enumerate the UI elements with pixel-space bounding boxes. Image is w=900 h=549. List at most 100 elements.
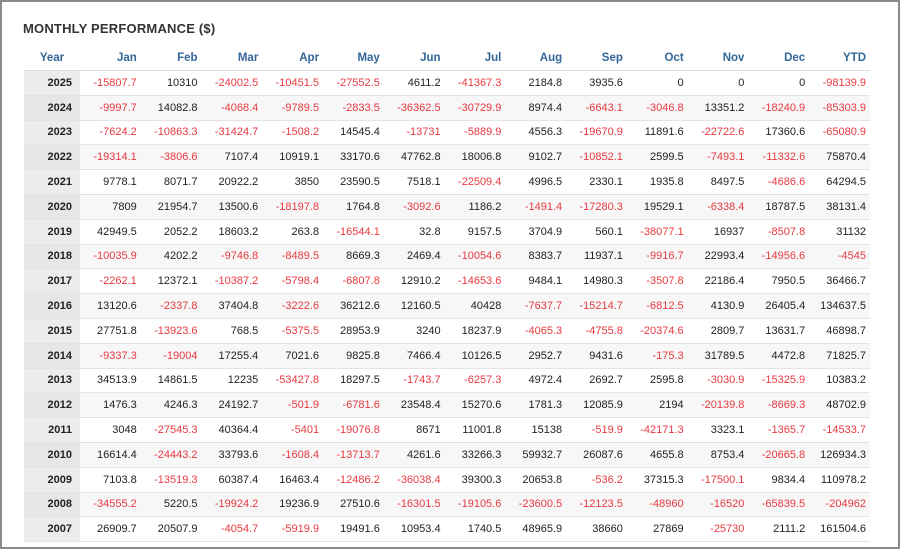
value-cell: 11001.8 xyxy=(444,417,506,443)
value-cell: 16463.4 xyxy=(262,467,324,493)
value-cell: 46898.7 xyxy=(809,318,870,344)
value-cell: -9789.5 xyxy=(262,95,324,121)
value-cell: -15807.7 xyxy=(80,70,141,96)
value-cell: 13500.6 xyxy=(201,194,263,220)
value-cell: 48965.9 xyxy=(505,516,567,543)
value-cell: -6812.5 xyxy=(626,293,688,319)
value-cell: 4130.9 xyxy=(687,293,749,319)
table-row: 2008 -34555.2 5220.5 -19924.2 19236.9 27510.6… xyxy=(24,492,870,518)
year-cell: 2017 xyxy=(24,268,80,295)
value-cell: -4755.8 xyxy=(566,318,627,344)
value-cell: 9778.1 xyxy=(80,169,141,195)
column-header: Oct xyxy=(626,46,688,71)
year-cell: 2008 xyxy=(24,492,80,518)
value-cell: 36212.6 xyxy=(323,293,384,319)
value-cell: -34555.2 xyxy=(80,492,141,518)
value-cell: -16520 xyxy=(687,492,749,518)
value-cell: 4246.3 xyxy=(140,392,202,419)
value-cell: 27869 xyxy=(626,516,688,543)
value-cell: 18237.9 xyxy=(444,318,506,344)
value-cell: 10383.2 xyxy=(809,368,870,394)
value-cell: 10919.1 xyxy=(262,144,324,171)
value-cell: 22993.4 xyxy=(687,244,749,270)
year-cell: 2025 xyxy=(24,70,80,96)
value-cell: 19529.1 xyxy=(626,194,688,220)
value-cell: -2262.1 xyxy=(80,268,141,295)
year-cell: 2015 xyxy=(24,318,80,344)
value-cell: -98139.9 xyxy=(809,70,870,96)
value-cell: -501.9 xyxy=(262,392,324,419)
value-cell: 20653.8 xyxy=(505,467,567,493)
year-cell: 2021 xyxy=(24,169,80,195)
value-cell: 2184.8 xyxy=(505,70,567,96)
value-cell: 263.8 xyxy=(262,219,324,245)
value-cell: 126934.3 xyxy=(809,442,870,468)
year-cell: 2012 xyxy=(24,392,80,419)
value-cell: 9102.7 xyxy=(505,144,567,171)
value-cell: 4972.4 xyxy=(505,368,567,394)
value-cell: 1781.3 xyxy=(505,392,567,419)
value-cell: -10451.5 xyxy=(262,70,324,96)
value-cell: -4686.6 xyxy=(748,169,810,195)
value-cell: 40364.4 xyxy=(201,417,263,443)
value-cell: -1608.4 xyxy=(262,442,324,468)
value-cell: 39300.3 xyxy=(444,467,506,493)
value-cell: -2337.8 xyxy=(140,293,202,319)
value-cell: 7021.6 xyxy=(262,343,324,369)
value-cell: -519.9 xyxy=(566,417,627,443)
value-cell: -24443.2 xyxy=(140,442,202,468)
value-cell: -8507.8 xyxy=(748,219,810,245)
value-cell: -2833.5 xyxy=(323,95,384,121)
value-cell: 2599.5 xyxy=(626,144,688,171)
value-cell: -536.2 xyxy=(566,467,627,493)
value-cell: 31789.5 xyxy=(687,343,749,369)
value-cell: 20922.2 xyxy=(201,169,263,195)
table-row: 2016 13120.6 -2337.8 37404.8 -3222.6 36212.6 1… xyxy=(24,293,870,319)
value-cell: -19105.6 xyxy=(444,492,506,518)
value-cell: 33170.6 xyxy=(323,144,384,171)
value-cell: 8974.4 xyxy=(505,95,567,121)
column-header: Jan xyxy=(80,46,141,71)
table-row: 2022 -19314.1 -3806.6 7107.4 10919.1 33170.6 4… xyxy=(24,144,870,171)
value-cell: -36362.5 xyxy=(383,95,445,121)
value-cell: -17280.3 xyxy=(566,194,627,220)
value-cell: 7809 xyxy=(80,194,141,220)
value-cell: 31132 xyxy=(809,219,870,245)
value-cell: -10852.1 xyxy=(566,144,627,171)
value-cell: 48702.9 xyxy=(809,392,870,419)
value-cell: -12486.2 xyxy=(323,467,384,493)
value-cell: -6807.8 xyxy=(323,268,384,295)
year-cell: 2018 xyxy=(24,244,80,270)
value-cell: -3507.8 xyxy=(626,268,688,295)
table-row: 2012 1476.3 4246.3 24192.7 -501.9 -6781.6 2354… xyxy=(24,392,870,419)
value-cell: -4065.3 xyxy=(505,318,567,344)
value-cell: -1491.4 xyxy=(505,194,567,220)
value-cell: 8071.7 xyxy=(140,169,202,195)
value-cell: 4996.5 xyxy=(505,169,567,195)
table-row: 2018 -10035.9 4202.2 -9746.8 -8489.5 8669.3 24… xyxy=(24,244,870,270)
value-cell: 2952.7 xyxy=(505,343,567,369)
value-cell: 15270.6 xyxy=(444,392,506,419)
table-row: 2020 7809 21954.7 13500.6 -18197.8 1764.8 -309… xyxy=(24,194,870,220)
table-row: 2010 16614.4 -24443.2 33793.6 -1608.4 -13713.… xyxy=(24,442,870,468)
value-cell: 1740.5 xyxy=(444,516,506,543)
value-cell: 2194 xyxy=(626,392,688,419)
value-cell: 34513.9 xyxy=(80,368,141,394)
table-row: 2024 -9997.7 14082.8 -4068.4 -9789.5 -2833.5-… xyxy=(24,95,870,121)
value-cell: 20507.9 xyxy=(140,516,202,543)
year-cell: 2010 xyxy=(24,442,80,468)
value-cell: -16544.1 xyxy=(323,219,384,245)
column-header: Mar xyxy=(201,46,263,71)
year-cell: 2013 xyxy=(24,368,80,394)
value-cell: 75870.4 xyxy=(809,144,870,171)
year-cell: 2022 xyxy=(24,144,80,171)
value-cell: 7518.1 xyxy=(383,169,445,195)
column-header: Sep xyxy=(566,46,627,71)
column-header: Apr xyxy=(262,46,324,71)
value-cell: 4202.2 xyxy=(140,244,202,270)
value-cell: -6643.1 xyxy=(566,95,627,121)
value-cell: 13631.7 xyxy=(748,318,810,344)
value-cell: -30729.9 xyxy=(444,95,506,121)
value-cell: -10863.3 xyxy=(140,120,202,146)
value-cell: -27552.5 xyxy=(323,70,384,96)
